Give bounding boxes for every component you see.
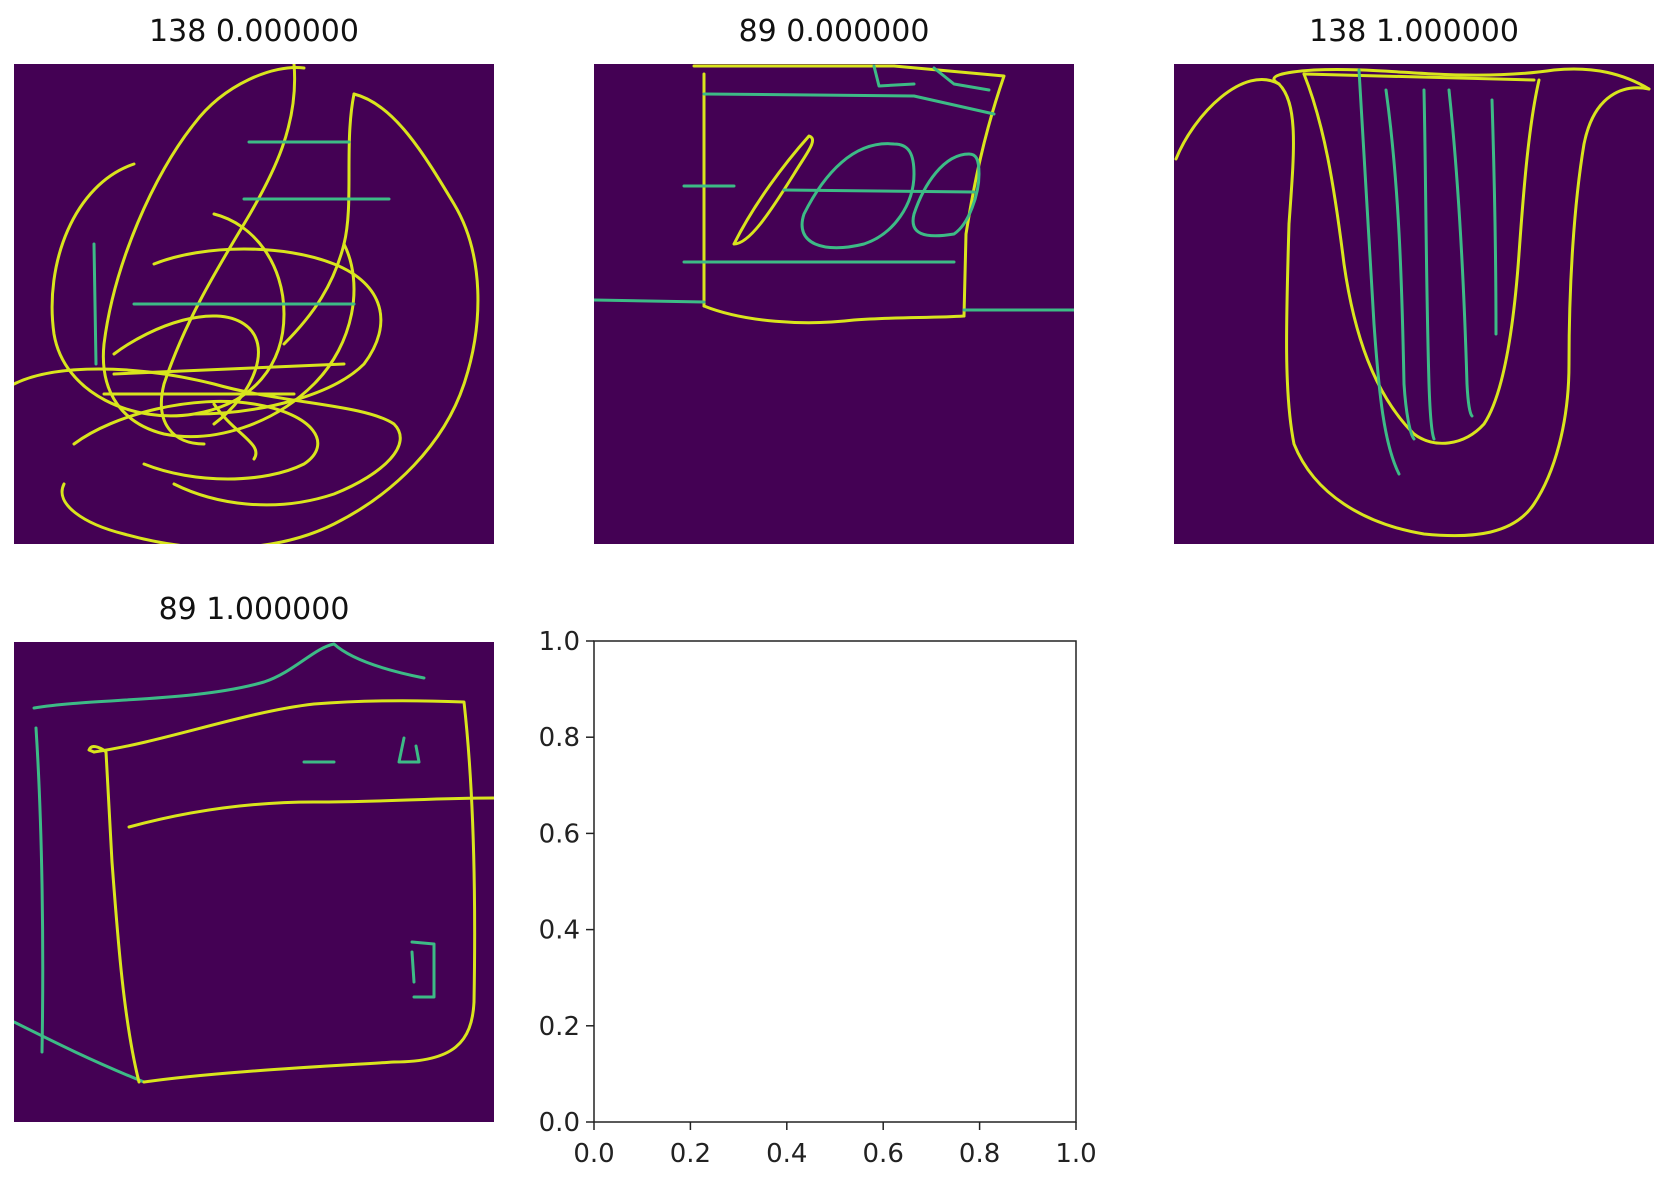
axes-group: 0.0 0.2 0.4 0.6 0.8 1.0 0.0 0.2 0.4 0.6 0.8 1.0 [539, 627, 1097, 1169]
x-tick-label: 0.8 [959, 1139, 1000, 1169]
y-tick-label: 0.2 [539, 1012, 580, 1042]
u-shaped-vase-sketch [1174, 64, 1654, 544]
panel-title: 138 0.000000 [149, 14, 359, 49]
y-tick-label: 0.8 [539, 723, 580, 753]
y-tick-label: 0.6 [539, 819, 580, 849]
y-tick-label: 0.4 [539, 916, 580, 946]
axes-frame [593, 640, 1077, 1123]
panel-title: 138 1.000000 [1309, 14, 1519, 49]
y-tick-label: 1.0 [539, 627, 580, 657]
box-with-oval-shapes-sketch [594, 64, 1074, 544]
scribbled-circles-sketch [14, 64, 494, 544]
x-tick-label: 0.2 [670, 1139, 711, 1169]
x-tick-label: 0.6 [863, 1139, 904, 1169]
x-tick-label: 1.0 [1055, 1139, 1096, 1169]
oven-box-sketch [14, 642, 494, 1122]
x-tick-label: 0.4 [766, 1139, 807, 1169]
panel-title: 89 1.000000 [158, 592, 350, 627]
y-tick-label: 0.0 [539, 1108, 580, 1138]
panel-title: 89 0.000000 [738, 14, 930, 49]
x-tick-label: 0.0 [573, 1139, 614, 1169]
